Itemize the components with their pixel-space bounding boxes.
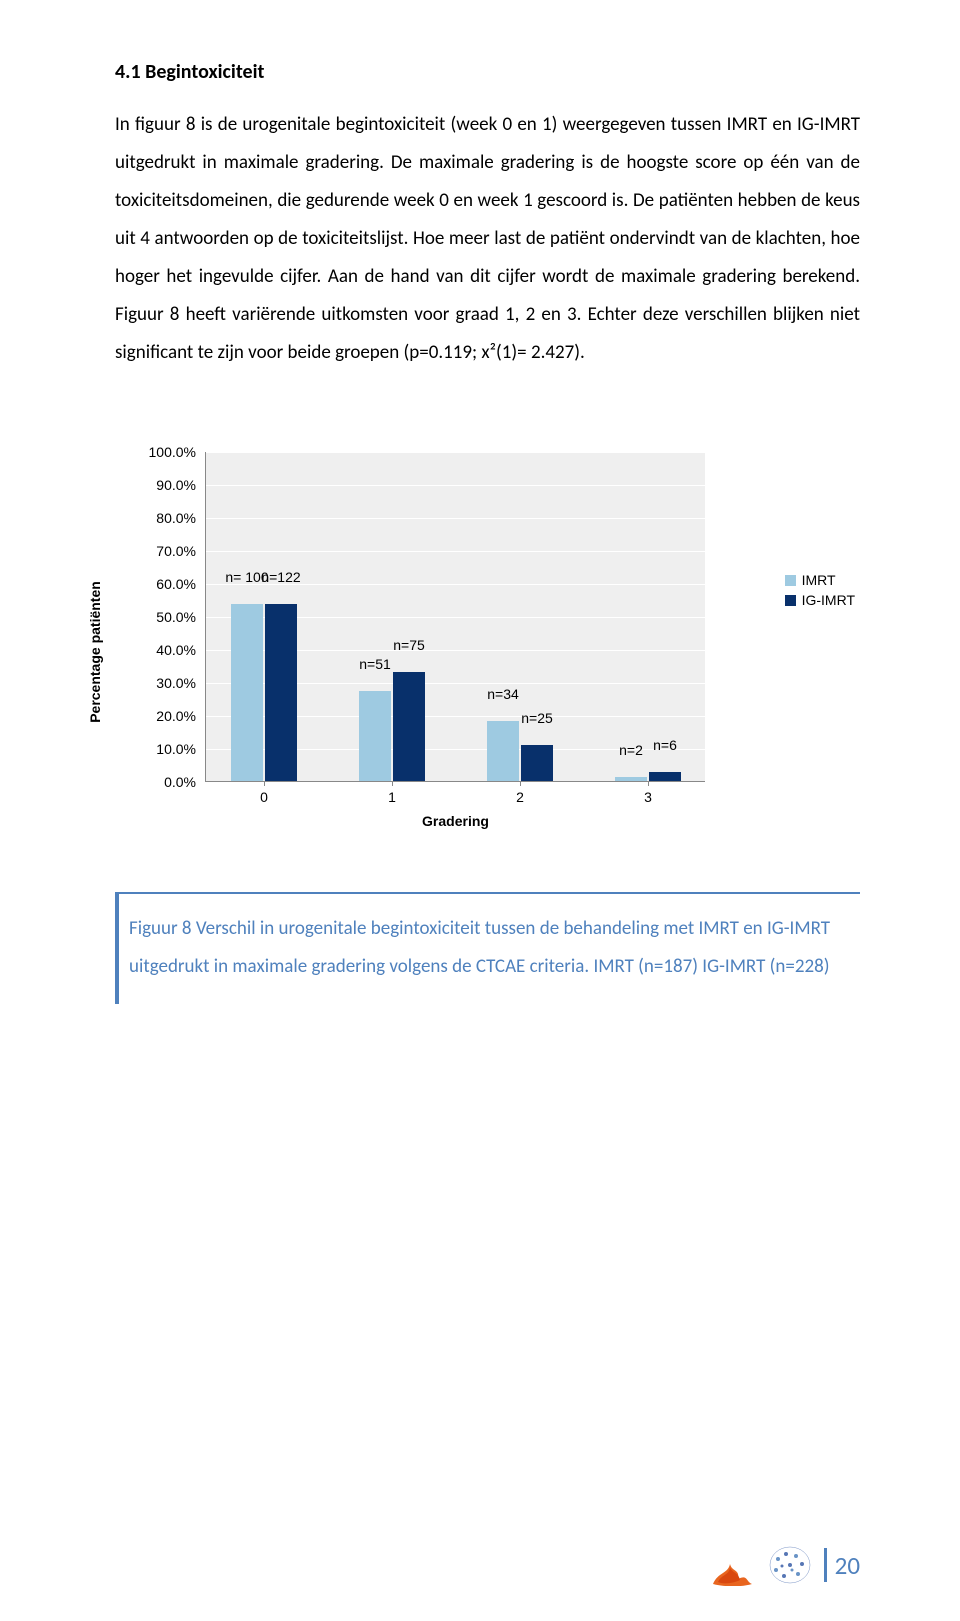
chart-legend: IMRT IG-IMRT <box>785 572 855 612</box>
caption-label: Figuur 8 <box>129 917 196 940</box>
y-tick-label: 100.0% <box>149 444 196 460</box>
x-tick-mark <box>392 781 393 786</box>
y-axis-title: Percentage patiënten <box>87 581 103 723</box>
legend-swatch <box>785 575 796 586</box>
y-tick-label: 70.0% <box>156 543 196 559</box>
y-tick-label: 50.0% <box>156 609 196 625</box>
footer-logo-globe-icon <box>766 1544 814 1586</box>
chart-gridline <box>206 551 705 552</box>
legend-item: IMRT <box>785 572 855 588</box>
caption-border-left <box>115 892 119 1004</box>
legend-item: IG-IMRT <box>785 592 855 608</box>
x-tick-label: 0 <box>260 789 268 805</box>
chart-bar <box>359 691 391 781</box>
bar-label: n=34 <box>487 686 519 702</box>
chart-bar <box>649 772 681 781</box>
y-tick-label: 20.0% <box>156 708 196 724</box>
y-tick-label: 10.0% <box>156 741 196 757</box>
chart-bar <box>487 721 519 781</box>
page-number-bar <box>824 1548 827 1582</box>
chart-gridline <box>206 485 705 486</box>
legend-label: IMRT <box>802 572 836 588</box>
caption-text: Verschil in urogenitale begintoxiciteit … <box>129 917 830 978</box>
chart-bar <box>265 604 297 781</box>
chart-container: Percentage patiënten Gradering 0.0%10.0%… <box>105 442 860 862</box>
chart-plot-area: Gradering 0.0%10.0%20.0%30.0%40.0%50.0%6… <box>205 452 705 782</box>
y-tick-label: 80.0% <box>156 510 196 526</box>
bar-label: n=75 <box>393 637 425 653</box>
page-footer: 20 <box>708 1544 860 1586</box>
chart: Percentage patiënten Gradering 0.0%10.0%… <box>105 442 865 862</box>
y-tick-label: 40.0% <box>156 642 196 658</box>
body-paragraph: In figuur 8 is de urogenitale begintoxic… <box>115 106 860 372</box>
x-tick-label: 3 <box>644 789 652 805</box>
chart-bar <box>231 604 263 781</box>
chart-gridline <box>206 452 705 453</box>
page-number: 20 <box>835 1550 860 1581</box>
figure-caption: Figuur 8 Verschil in urogenitale beginto… <box>115 892 860 1004</box>
chart-bar <box>615 777 647 781</box>
x-tick-mark <box>264 781 265 786</box>
x-axis-title: Gradering <box>422 813 489 829</box>
bar-label: n=122 <box>261 569 300 585</box>
section-heading: 4.1 Begintoxiciteit <box>115 60 860 84</box>
legend-label: IG-IMRT <box>802 592 855 608</box>
y-tick-label: 60.0% <box>156 576 196 592</box>
x-tick-mark <box>520 781 521 786</box>
bar-label: n=2 <box>619 742 643 758</box>
caption-border-top <box>115 892 860 894</box>
legend-swatch <box>785 595 796 606</box>
footer-logo-flame-icon <box>708 1544 756 1586</box>
chart-gridline <box>206 518 705 519</box>
y-tick-label: 90.0% <box>156 477 196 493</box>
page-number-box: 20 <box>824 1548 860 1582</box>
x-tick-label: 2 <box>516 789 524 805</box>
y-tick-label: 0.0% <box>164 774 196 790</box>
y-tick-label: 30.0% <box>156 675 196 691</box>
x-tick-label: 1 <box>388 789 396 805</box>
chart-bar <box>393 672 425 781</box>
bar-label: n=25 <box>521 710 553 726</box>
page: 4.1 Begintoxiciteit In figuur 8 is de ur… <box>0 0 960 1621</box>
bar-label: n=6 <box>653 737 677 753</box>
chart-bar <box>521 745 553 781</box>
bar-label: n=51 <box>359 656 391 672</box>
x-tick-mark <box>648 781 649 786</box>
